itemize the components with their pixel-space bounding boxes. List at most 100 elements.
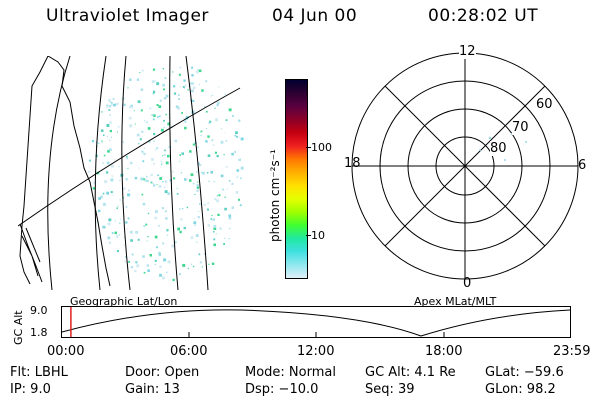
emission-pixel <box>110 136 112 138</box>
emission-pixel <box>172 71 174 73</box>
emission-pixel <box>116 250 119 253</box>
emission-pixel <box>136 133 140 137</box>
emission-pixel <box>234 151 236 153</box>
emission-pixel <box>152 68 156 71</box>
emission-pixel <box>210 95 212 97</box>
emission-pixel <box>159 115 161 117</box>
polar-plot <box>351 52 579 280</box>
emission-pixel <box>217 213 220 216</box>
emission-pixel <box>88 159 91 162</box>
emission-pixel <box>122 141 124 143</box>
emission-pixel <box>119 218 122 220</box>
emission-pixel <box>119 199 121 201</box>
status-seq: Seq: 39 <box>365 382 415 397</box>
emission-pixel <box>216 104 219 107</box>
emission-pixel <box>162 181 164 183</box>
emission-pixel <box>229 215 231 217</box>
emission-pixel <box>163 97 167 100</box>
emission-pixel <box>153 140 155 142</box>
colorbar-tick-100: 100 <box>311 141 332 154</box>
altitude-ylabel: GC Alt <box>12 310 25 345</box>
emission-pixel <box>205 110 208 113</box>
emission-pixel <box>165 113 167 116</box>
emission-pixel <box>194 193 196 195</box>
emission-pixel <box>201 89 204 92</box>
emission-pixel <box>116 207 118 209</box>
emission-pixel <box>236 169 240 172</box>
emission-pixel <box>123 244 125 246</box>
emission-pixel <box>166 271 168 273</box>
emission-pixel <box>125 178 128 181</box>
emission-pixel <box>212 218 215 221</box>
emission-pixel <box>151 80 155 84</box>
mlt-label-6: 6 <box>578 158 587 173</box>
emission-pixel <box>225 140 228 142</box>
emission-pixel <box>102 192 105 195</box>
emission-pixel <box>208 180 210 182</box>
emission-pixel <box>171 244 174 248</box>
emission-pixel <box>116 235 119 238</box>
emission-pixel <box>109 101 111 103</box>
mlt-label-0: 0 <box>463 276 472 291</box>
emission-pixel <box>158 224 160 227</box>
emission-pixel <box>163 126 165 129</box>
emission-pixel <box>238 158 241 162</box>
emission-pixel <box>97 142 100 144</box>
emission-pixel <box>182 86 185 88</box>
emission-pixel <box>103 154 106 157</box>
emission-pixel <box>118 126 120 128</box>
meridian-line <box>47 56 71 290</box>
emission-pixel <box>165 180 168 183</box>
emission-pixel <box>93 181 96 184</box>
emission-pixel <box>220 174 224 178</box>
emission-pixel <box>156 184 158 186</box>
emission-pixel <box>173 85 176 88</box>
emission-pixel <box>173 92 177 95</box>
emission-pixel <box>167 260 171 264</box>
emission-pixel <box>129 78 132 81</box>
emission-pixel <box>118 166 120 168</box>
emission-pixel <box>191 82 195 85</box>
emission-pixel <box>182 208 184 210</box>
emission-pixel <box>143 147 145 149</box>
emission-pixel <box>179 154 181 156</box>
emission-pixel <box>214 107 216 109</box>
emission-pixel <box>108 98 111 102</box>
emission-pixel <box>197 216 200 219</box>
emission-pixel <box>176 192 179 195</box>
emission-pixel <box>179 86 181 88</box>
emission-pixel <box>147 212 150 215</box>
emission-pixel <box>209 120 211 122</box>
emission-pixel <box>114 220 116 222</box>
emission-pixel <box>147 269 150 272</box>
emission-pixel <box>213 227 217 230</box>
emission-pixel <box>187 89 189 91</box>
emission-pixel <box>224 237 226 240</box>
emission-pixel <box>153 184 156 187</box>
emission-pixel <box>164 186 166 188</box>
emission-pixel <box>205 80 208 83</box>
emission-pixel <box>163 258 167 262</box>
emission-pixel <box>181 112 183 114</box>
emission-pixel <box>124 261 126 263</box>
emission-pixel <box>159 99 162 102</box>
emission-pixel <box>125 221 128 224</box>
time-tick-2359: 23:59 <box>553 344 591 359</box>
emission-pixel <box>98 209 101 213</box>
emission-pixel <box>199 164 202 167</box>
emission-pixel <box>192 100 195 103</box>
emission-pixel <box>134 123 136 125</box>
status-door: Door: Open <box>125 365 200 380</box>
status-glon: GLon: 98.2 <box>485 382 556 397</box>
emission-pixel <box>213 238 216 241</box>
emission-pixel <box>235 131 238 135</box>
emission-pixel <box>104 180 108 184</box>
emission-pixel <box>239 204 242 207</box>
emission-pixel <box>109 148 112 151</box>
emission-pixel <box>238 198 240 201</box>
emission-pixel <box>125 206 128 208</box>
emission-pixel <box>196 184 200 187</box>
emission-pixel <box>202 171 205 175</box>
emission-pixel <box>129 124 133 128</box>
emission-pixel <box>159 273 162 277</box>
